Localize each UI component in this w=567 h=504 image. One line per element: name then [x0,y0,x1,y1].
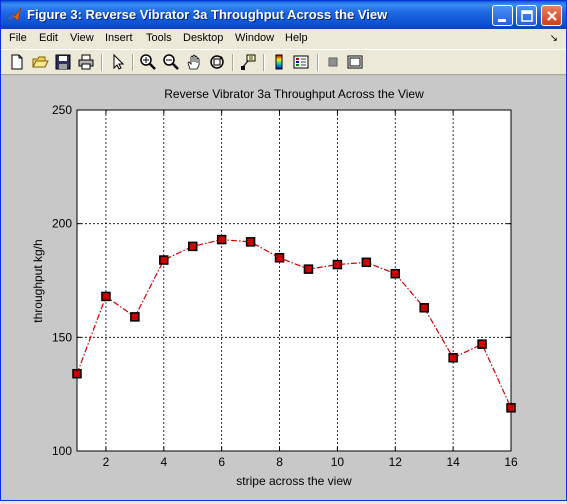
title-bar[interactable]: Figure 3: Reverse Vibrator 3a Throughput… [1,1,566,29]
matlab-logo-icon [6,7,22,22]
series-line [76,238,512,409]
show-plot-tools-icon[interactable] [346,53,364,71]
toolbar-separator [232,54,234,71]
y-tick-label: 200 [52,217,72,231]
axis-ticks: 2 4 6 8 10 12 14 16 100 150 200 250 [52,103,518,469]
close-icon [547,11,557,21]
chart-title: Reverse Vibrator 3a Throughput Across th… [164,87,424,101]
data-point-marker [303,264,314,274]
x-tick-label: 12 [389,455,403,469]
toolbar-separator [263,54,265,71]
menu-view[interactable]: View [70,32,94,44]
x-tick-label: 4 [160,455,167,469]
open-folder-icon[interactable] [31,53,49,71]
maximize-icon [521,10,533,22]
menu-tools[interactable]: Tools [146,32,172,44]
data-point-marker [477,339,487,349]
x-tick-label: 14 [446,455,460,469]
line-chart[interactable]: Reverse Vibrator 3a Throughput Across th… [1,76,566,500]
data-series [72,234,516,413]
x-tick-label: 8 [276,455,283,469]
menu-window[interactable]: Window [235,32,275,44]
data-point-marker [159,255,169,265]
data-point-marker [216,234,227,245]
x-tick-label: 16 [504,455,518,469]
menu-help[interactable]: Help [285,32,308,44]
data-point-marker [274,253,285,263]
zoom-in-icon[interactable] [139,53,157,71]
legend-icon[interactable] [292,53,310,71]
y-axis-label: throughput kg/h [31,239,45,322]
data-point-marker [448,353,458,363]
new-file-icon[interactable] [8,53,26,71]
toolbar-separator [101,54,103,71]
data-point-marker [187,241,198,252]
data-point-marker [361,257,372,268]
grid-lines [77,110,511,451]
zoom-out-icon[interactable] [162,53,180,71]
data-point-marker [419,303,429,313]
data-point-marker [72,368,82,379]
colorbar-icon[interactable] [270,53,288,71]
toolbar-separator [317,54,319,71]
y-tick-label: 150 [52,330,72,344]
x-tick-label: 10 [331,455,345,469]
print-icon[interactable] [77,53,95,71]
hide-plot-tools-icon[interactable] [324,53,342,71]
data-point-marker [332,259,343,270]
figure-canvas: Reverse Vibrator 3a Throughput Across th… [1,76,566,500]
y-tick-label: 100 [52,444,72,458]
figure-toolbar [1,49,566,75]
pan-hand-icon[interactable] [185,53,203,71]
axes-background[interactable] [76,109,512,452]
menu-edit[interactable]: Edit [39,32,58,44]
dock-arrow-icon[interactable]: ↘ [549,33,558,44]
data-point-marker [101,291,111,302]
menu-bar: File Edit View Insert Tools Desktop Wind… [1,29,566,49]
data-point-marker [130,312,140,322]
save-icon[interactable] [54,53,72,71]
menu-desktop[interactable]: Desktop [183,32,224,44]
menu-insert[interactable]: Insert [105,32,133,44]
y-tick-label: 250 [52,103,72,117]
data-point-marker [390,268,401,279]
minimize-icon [498,19,506,22]
x-tick-label: 2 [103,455,110,469]
toolbar-separator [132,54,134,71]
minimize-button[interactable] [492,5,513,26]
data-point-marker [245,237,256,247]
close-button[interactable] [541,5,562,26]
maximize-button[interactable] [516,5,537,26]
data-cursor-icon[interactable] [239,53,257,71]
x-axis-label: stripe across the view [236,474,352,488]
data-point-marker [506,403,516,413]
x-tick-label: 6 [218,455,225,469]
rotate-3d-icon[interactable] [208,53,226,71]
menu-file[interactable]: File [9,32,27,44]
window-title: Figure 3: Reverse Vibrator 3a Throughput… [27,7,388,22]
pointer-arrow-icon[interactable] [109,53,127,71]
